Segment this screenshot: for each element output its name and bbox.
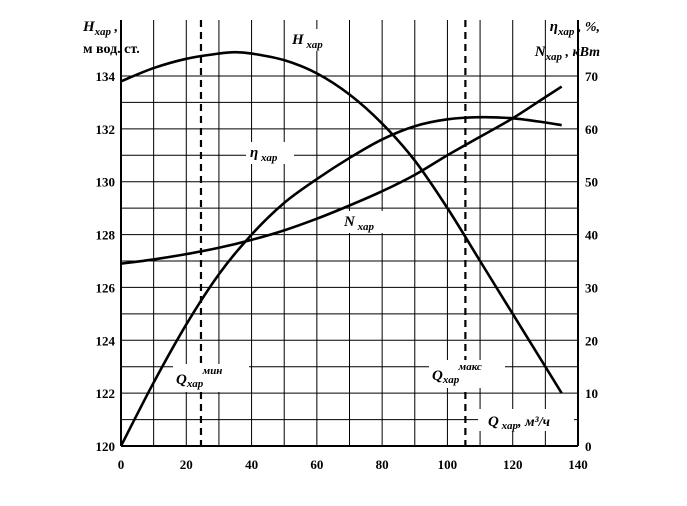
curve-efficiency xyxy=(119,115,562,447)
y-left-tick-label: 126 xyxy=(96,280,116,295)
x-tick-label: 80 xyxy=(376,457,389,472)
y-left-tick-label: 124 xyxy=(96,333,116,348)
y-left-tick-label: 134 xyxy=(96,69,116,84)
y-left-axis-unit: м вод. ст. xyxy=(83,42,140,57)
y-left-tick-label: 122 xyxy=(96,386,116,401)
curve-head xyxy=(120,50,563,394)
x-tick-label: 100 xyxy=(438,457,458,472)
q-limit-label: Qхармакс xyxy=(432,361,482,386)
x-tick-label: 40 xyxy=(245,457,258,472)
q-limit-symbol: Q xyxy=(176,372,187,388)
y-right-tick-label: 0 xyxy=(585,439,592,454)
y-right-tick-label: 10 xyxy=(585,386,598,401)
x-tick-label: 140 xyxy=(568,457,588,472)
y-left-axis-suffix: , xyxy=(111,20,118,35)
grid xyxy=(120,20,579,447)
series-symbol: H xyxy=(291,32,305,48)
series-label: η хар xyxy=(250,145,278,164)
series-subscript: хар xyxy=(258,152,278,164)
q-limit-superscript: макс xyxy=(458,361,482,373)
n-symbol: N xyxy=(534,44,547,60)
eta-subscript: хар xyxy=(557,26,575,38)
x-tick-label: 120 xyxy=(503,457,523,472)
y-left-axis-subscript: хар xyxy=(94,26,112,38)
x-axis-subscript: хар xyxy=(499,420,519,432)
x-tick-label: 20 xyxy=(180,457,193,472)
y-left-tick-label: 128 xyxy=(96,228,116,243)
curves xyxy=(119,50,563,447)
x-tick-label: 0 xyxy=(118,457,125,472)
series-subscript: хар xyxy=(355,221,375,233)
tick-labels: 0 20 40 60 80 100 120 1401201221241261281301321… xyxy=(96,69,599,472)
y-right-axis-label-efficiency: ηхар , %, xyxy=(550,19,600,38)
x-axis-label: Q хар, м³/ч xyxy=(488,414,550,432)
y-right-tick-label: 50 xyxy=(585,175,598,190)
y-left-axis-symbol: H xyxy=(82,19,96,35)
y-left-tick-label: 130 xyxy=(96,175,116,190)
series-label: N хар xyxy=(343,214,374,233)
x-axis-unit: , м³/ч xyxy=(517,415,550,430)
eta-symbol: η xyxy=(550,19,558,35)
n-unit: , кВт xyxy=(562,45,600,60)
curve-power xyxy=(120,85,563,265)
y-right-tick-label: 70 xyxy=(585,69,598,84)
series-label-bg xyxy=(246,142,294,164)
n-subscript: хар xyxy=(545,51,563,63)
series-label: H хар xyxy=(291,32,323,51)
y-left-tick-label: 120 xyxy=(96,439,116,454)
series-label-bg xyxy=(340,211,388,233)
x-tick-label: 60 xyxy=(310,457,323,472)
q-limit-label-bg xyxy=(173,364,249,392)
series-subscript: хар xyxy=(304,39,324,51)
plot-frame xyxy=(120,20,579,447)
eta-unit: , %, xyxy=(574,20,600,35)
y-left-axis-label: Hхар , xyxy=(82,19,118,38)
y-right-tick-label: 30 xyxy=(585,280,598,295)
y-right-tick-label: 40 xyxy=(585,228,598,243)
q-limit-label: Qхармин xyxy=(176,365,222,390)
x-axis-label-bg xyxy=(478,409,574,431)
series-label-bg xyxy=(288,29,336,51)
q-limit-label-bg xyxy=(429,360,505,388)
q-limit-superscript: мин xyxy=(202,365,223,377)
series-symbol: N xyxy=(343,214,356,230)
y-right-tick-label: 20 xyxy=(585,333,598,348)
x-axis-symbol: Q xyxy=(488,414,499,430)
q-limit-subscript: хар xyxy=(442,374,460,386)
y-right-axis-label-power: Nхар , кВт xyxy=(534,44,600,63)
q-limit-symbol: Q xyxy=(432,368,443,384)
y-left-tick-label: 132 xyxy=(96,122,116,137)
q-limit-subscript: хар xyxy=(186,378,204,390)
series-symbol: η xyxy=(250,145,258,161)
y-right-tick-label: 60 xyxy=(585,122,598,137)
